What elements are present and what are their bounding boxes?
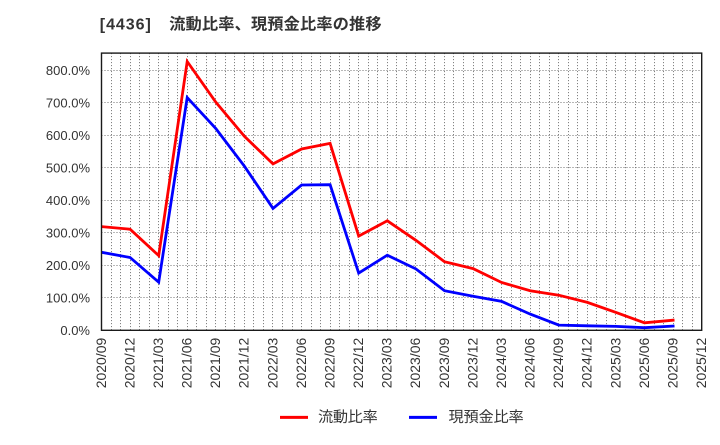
svg-text:2020/12: 2020/12 <box>121 337 137 388</box>
svg-text:2025/03: 2025/03 <box>607 337 623 388</box>
svg-text:300.0%: 300.0% <box>46 225 91 240</box>
svg-text:2022/03: 2022/03 <box>264 337 280 388</box>
svg-text:2025/12: 2025/12 <box>693 337 709 388</box>
svg-text:2023/03: 2023/03 <box>379 337 395 388</box>
svg-text:600.0%: 600.0% <box>46 128 91 143</box>
svg-text:2024/06: 2024/06 <box>522 337 538 388</box>
svg-text:0.0%: 0.0% <box>60 323 90 338</box>
svg-text:2024/12: 2024/12 <box>579 337 595 388</box>
svg-text:2024/09: 2024/09 <box>550 337 566 388</box>
svg-text:100.0%: 100.0% <box>46 290 91 305</box>
svg-text:2020/09: 2020/09 <box>93 337 109 388</box>
svg-text:2021/06: 2021/06 <box>179 337 195 388</box>
svg-text:[4436]: [4436] <box>100 16 152 33</box>
svg-text:2021/09: 2021/09 <box>207 337 223 388</box>
svg-text:2024/03: 2024/03 <box>493 337 509 388</box>
svg-text:2021/03: 2021/03 <box>150 337 166 388</box>
svg-text:2023/12: 2023/12 <box>464 337 480 388</box>
svg-text:700.0%: 700.0% <box>46 95 91 110</box>
svg-text:800.0%: 800.0% <box>46 63 91 78</box>
svg-text:2021/12: 2021/12 <box>236 337 252 388</box>
svg-text:2023/06: 2023/06 <box>407 337 423 388</box>
svg-text:2023/09: 2023/09 <box>436 337 452 388</box>
svg-text:400.0%: 400.0% <box>46 193 91 208</box>
svg-text:2025/09: 2025/09 <box>664 337 680 388</box>
svg-text:500.0%: 500.0% <box>46 160 91 175</box>
svg-text:2025/06: 2025/06 <box>636 337 652 388</box>
svg-text:2022/06: 2022/06 <box>293 337 309 388</box>
svg-text:2022/09: 2022/09 <box>321 337 337 388</box>
svg-text:200.0%: 200.0% <box>46 258 91 273</box>
svg-text:2022/12: 2022/12 <box>350 337 366 388</box>
